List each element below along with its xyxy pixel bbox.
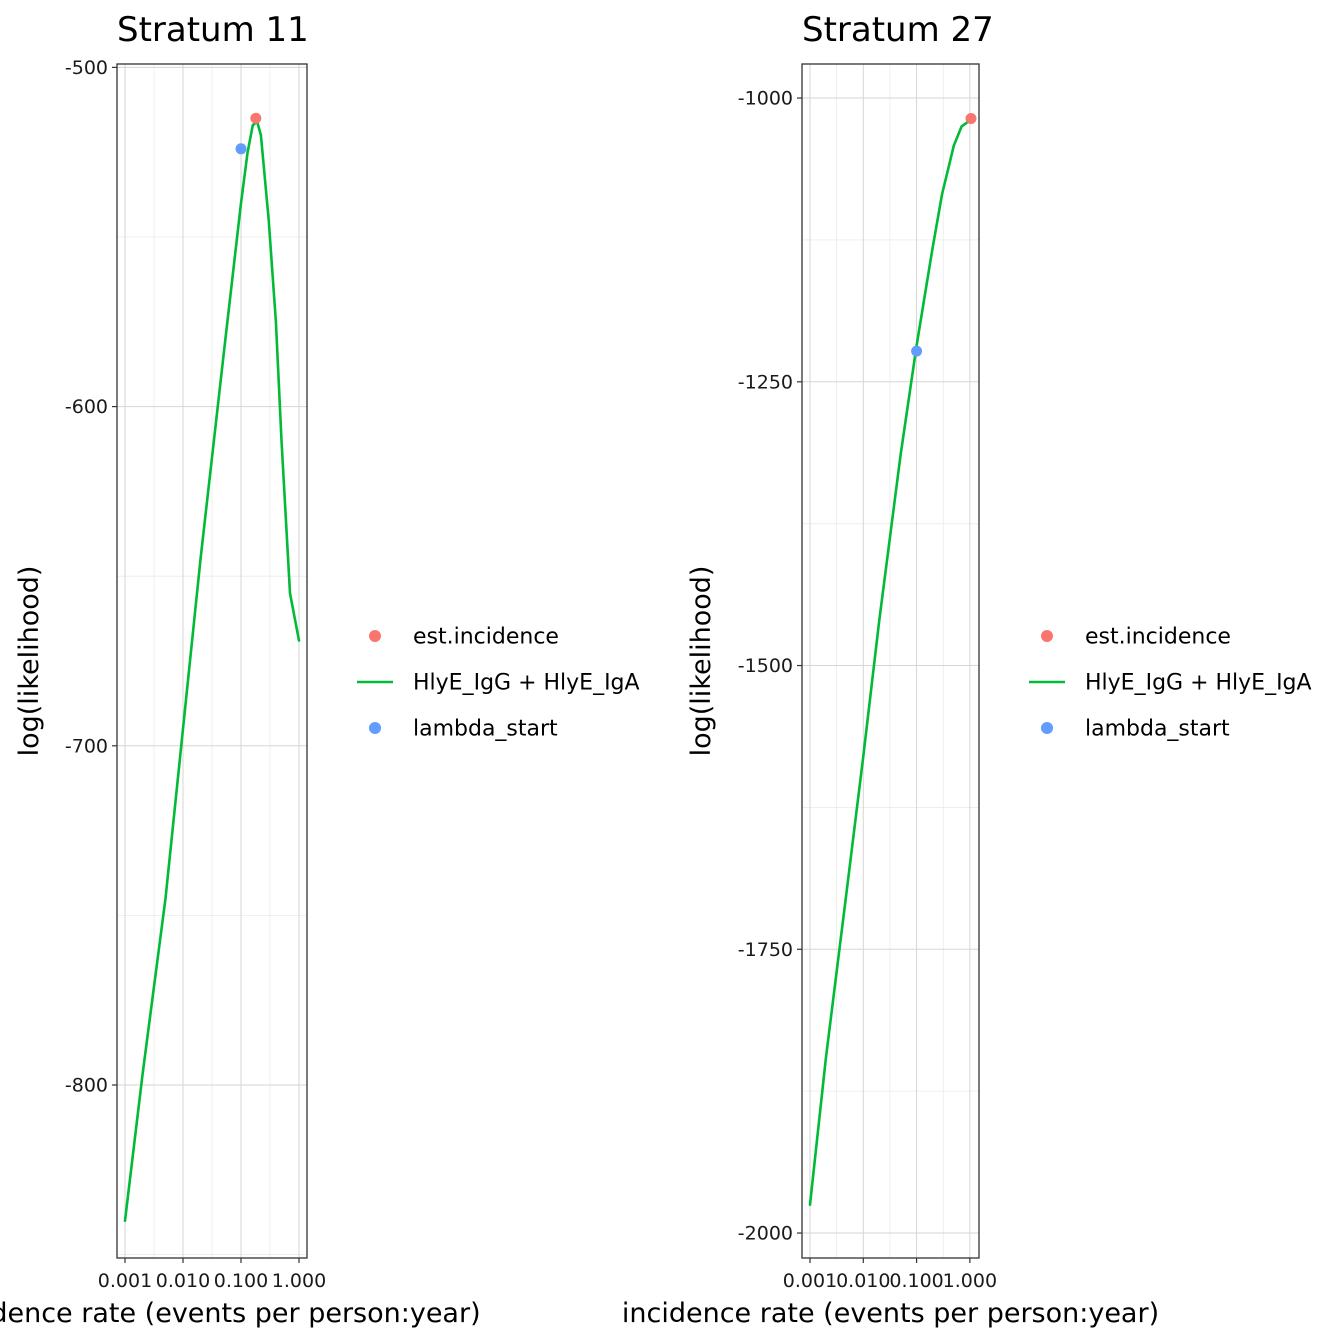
x-axis-label: incidence rate (events per person:year) <box>622 1298 1159 1329</box>
series-line-likelihood <box>123 120 301 1222</box>
y-tick-label: -1250 <box>738 371 793 393</box>
x-tick-label: 0.001 <box>783 1270 837 1292</box>
x-tick-label: 0.010 <box>836 1270 890 1292</box>
x-tick-label: 0.001 <box>98 1270 152 1292</box>
legend: est.incidence HlyE_IgG + HlyE_IgA lambda_s… <box>357 625 640 742</box>
chart-title: Stratum 11 <box>117 10 309 50</box>
point-est-incidence <box>250 112 262 124</box>
series-line-likelihood <box>808 118 973 1206</box>
x-tick-label: 0.010 <box>156 1270 210 1292</box>
y-tick-label: -700 <box>65 735 108 757</box>
plot-border <box>116 63 308 1259</box>
point-est-incidence <box>965 112 977 124</box>
legend-key-point <box>369 630 381 642</box>
chart-title: Stratum 27 <box>802 10 994 50</box>
minor-gridlines <box>117 64 307 1258</box>
chart-panel-2: -1000 -1250 -1500 -1750 -2000 0.0010.0100.100… <box>622 10 1312 1329</box>
x-axis-label: incidence rate (events per person:year) <box>0 1298 481 1329</box>
y-axis-label: log(likelihood) <box>14 566 45 757</box>
x-tick-label: 1.000 <box>943 1270 997 1292</box>
legend-key-point <box>369 722 381 734</box>
legend-label: est.incidence <box>413 625 559 650</box>
legend-label: HlyE_IgG + HlyE_IgA <box>1085 671 1312 696</box>
major-gridlines <box>802 64 979 1258</box>
legend-label: lambda_start <box>413 717 558 742</box>
y-axis-label: log(likelihood) <box>686 566 717 757</box>
legend: est.incidence HlyE_IgG + HlyE_IgA lambda_s… <box>1029 625 1312 742</box>
legend-key-point <box>1041 722 1053 734</box>
point-lambda-start <box>911 345 923 357</box>
y-tick-label: -1500 <box>738 655 793 677</box>
x-tick-label: 1.000 <box>272 1270 326 1292</box>
x-tick-label: 0.100 <box>214 1270 268 1292</box>
y-tick-label: -500 <box>65 57 108 79</box>
y-tick-label: -1000 <box>738 88 793 110</box>
plot-border <box>801 63 980 1259</box>
legend-label: HlyE_IgG + HlyE_IgA <box>413 671 640 696</box>
legend-label: est.incidence <box>1085 625 1231 650</box>
point-lambda-start <box>235 143 247 155</box>
y-tick-label: -600 <box>65 396 108 418</box>
x-tick-label: 0.100 <box>889 1270 943 1292</box>
major-gridlines <box>117 64 307 1258</box>
y-tick-label: -2000 <box>738 1223 793 1245</box>
legend-label: lambda_start <box>1085 717 1230 742</box>
legend-key-point <box>1041 630 1053 642</box>
y-tick-label: -1750 <box>738 939 793 961</box>
chart-panel-1: -500 -600 -700 -800 0.001 0.010 0.100 1.000 Stra… <box>0 10 640 1329</box>
minor-gridlines <box>802 64 979 1258</box>
y-tick-label: -800 <box>65 1075 108 1097</box>
